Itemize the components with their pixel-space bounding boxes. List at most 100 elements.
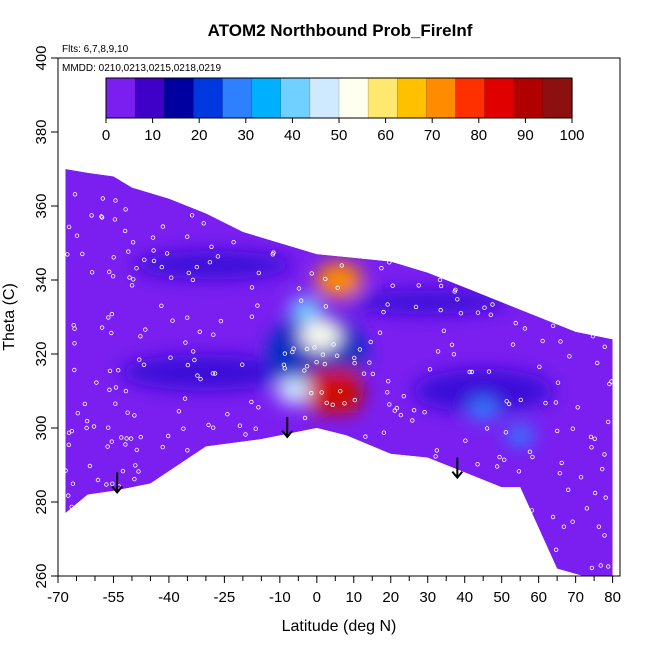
heatmap-domain: [65, 169, 613, 576]
y-axis: 260 280 300 320 340 360 380 400: [33, 45, 58, 589]
sample-marker: [323, 304, 329, 309]
sample-marker: [510, 342, 516, 347]
sample-marker: [379, 266, 384, 271]
sample-marker: [113, 401, 118, 406]
sample-marker: [249, 285, 255, 290]
sample-marker: [363, 434, 368, 439]
sample-marker: [132, 413, 137, 418]
arrow-marker: [281, 416, 294, 439]
sample-marker: [195, 373, 200, 378]
sample-marker: [309, 271, 314, 276]
sample-marker: [89, 213, 94, 218]
sample-marker: [411, 408, 417, 413]
colorbar-swatch: [106, 78, 136, 118]
sample-marker: [123, 388, 129, 394]
sample-marker: [215, 254, 221, 259]
sample-marker: [109, 439, 114, 444]
heatmap-layer: [65, 169, 613, 576]
sample-marker: [168, 355, 173, 360]
colorbar-tick-label: 40: [284, 127, 301, 144]
sample-marker: [133, 463, 138, 468]
x-tick-label: -25: [214, 589, 236, 606]
sample-marker: [319, 390, 324, 395]
sample-marker: [206, 422, 211, 428]
sample-marker: [381, 309, 386, 315]
sample-marker: [518, 397, 523, 403]
x-tick-label: -70: [47, 589, 69, 606]
sample-marker: [194, 264, 199, 270]
colorbar-swatch: [251, 78, 282, 118]
colorbar-swatch: [339, 78, 369, 118]
sample-marker: [559, 460, 564, 466]
sample-marker: [578, 475, 584, 480]
colorbar-swatch: [426, 78, 457, 118]
sample-marker: [190, 349, 196, 354]
marker-layer: [63, 192, 614, 571]
sample-marker: [298, 298, 304, 303]
sample-marker: [123, 442, 128, 447]
sample-marker: [324, 400, 329, 406]
sample-marker: [184, 234, 190, 239]
sample-marker: [120, 468, 126, 474]
sample-marker: [110, 274, 116, 279]
sample-marker: [63, 468, 68, 473]
sample-marker: [427, 367, 433, 372]
sample-marker: [125, 410, 130, 415]
sample-marker: [123, 207, 128, 212]
sample-marker: [502, 457, 507, 462]
x-tick-label: -10: [269, 589, 291, 606]
x-tick-label: -40: [158, 589, 180, 606]
sample-marker: [602, 344, 607, 349]
sample-marker: [130, 240, 136, 245]
sample-marker: [558, 339, 563, 344]
sample-marker: [475, 310, 481, 315]
sample-marker: [550, 323, 556, 328]
colorbar-tick-label: 50: [331, 127, 348, 144]
sample-marker: [72, 192, 78, 197]
sample-marker: [385, 302, 390, 307]
plot-frame: [57, 57, 621, 577]
x-tick-label: 50: [493, 589, 510, 606]
sample-marker: [488, 312, 493, 317]
sample-marker: [256, 270, 261, 276]
sample-marker: [183, 340, 188, 345]
sample-marker: [137, 357, 142, 362]
sample-marker: [201, 221, 206, 226]
sample-marker: [330, 402, 335, 407]
sample-marker: [150, 235, 156, 240]
sample-marker: [503, 430, 509, 435]
x-tick-label: 0: [313, 589, 321, 606]
sample-marker: [486, 369, 492, 374]
colorbar-swatch: [397, 78, 427, 118]
sample-marker: [335, 285, 340, 290]
heat-band: [347, 290, 508, 315]
sample-marker: [106, 315, 111, 320]
sample-marker: [452, 289, 457, 294]
heat-band: [413, 369, 554, 413]
sample-marker: [490, 302, 495, 307]
sample-marker: [555, 380, 561, 385]
sample-marker: [138, 434, 143, 440]
sample-marker: [606, 419, 611, 425]
heat-cell: [289, 297, 323, 322]
sample-marker: [189, 213, 195, 218]
sample-marker: [522, 326, 528, 331]
sample-marker: [602, 533, 607, 538]
sample-marker: [589, 565, 595, 571]
sample-marker: [595, 360, 600, 366]
sample-marker: [170, 318, 175, 323]
x-tick-label: 20: [382, 589, 399, 606]
sample-marker: [475, 462, 480, 467]
sample-marker: [566, 487, 571, 492]
sample-marker: [110, 481, 115, 486]
colorbar: 0 10 20 30 40 50 60 70 80 90 100: [102, 77, 585, 144]
heat-cell: [506, 424, 535, 447]
sample-marker: [331, 342, 336, 347]
sample-marker: [141, 362, 147, 367]
colorbar-tick-label: 30: [237, 127, 254, 144]
sample-marker: [584, 506, 590, 511]
sample-marker: [253, 426, 258, 431]
sample-marker: [537, 364, 542, 369]
sample-marker: [463, 438, 468, 443]
sample-marker: [231, 239, 236, 245]
